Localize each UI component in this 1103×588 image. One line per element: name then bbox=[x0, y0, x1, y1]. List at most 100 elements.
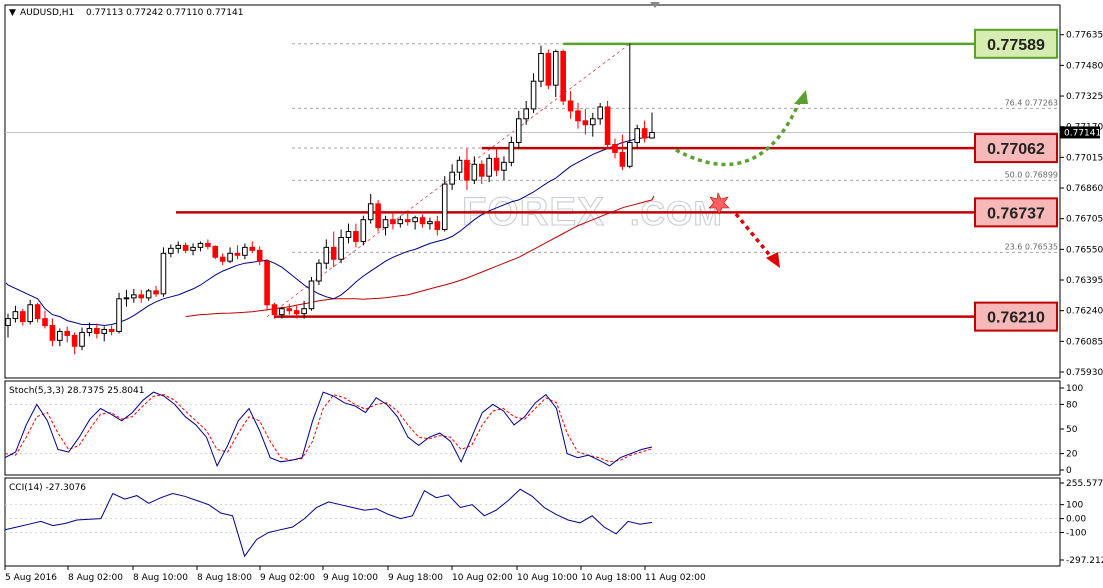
bull-candle bbox=[649, 131, 655, 139]
bear-candle bbox=[212, 245, 219, 258]
price-tick-label: 0.77480 bbox=[1066, 61, 1103, 71]
bear-candle bbox=[330, 246, 337, 260]
bull-candle bbox=[279, 308, 285, 316]
fibonacci-trendline bbox=[266, 43, 631, 317]
price-tick-label: 0.77325 bbox=[1066, 92, 1103, 102]
bull-candle bbox=[515, 118, 522, 144]
bear-candle bbox=[271, 304, 278, 316]
cci-tick-label: -297.2122 bbox=[1066, 556, 1103, 566]
x-axis: 5 Aug 2016 8 Aug 02:00 8 Aug 10:00 8 Aug 18… bbox=[4, 566, 706, 583]
time-tick-label: 8 Aug 02:00 bbox=[68, 573, 123, 583]
level-label: 0.77589 bbox=[987, 37, 1045, 54]
bull-candle bbox=[168, 247, 174, 254]
price-tick-label: 0.76705 bbox=[1066, 215, 1103, 225]
watermark-suffix: .COM bbox=[630, 195, 723, 233]
time-tick-label: 10 Aug 18:00 bbox=[581, 573, 642, 583]
bear-candle bbox=[353, 231, 359, 242]
time-tick-label: 11 Aug 02:00 bbox=[645, 573, 706, 583]
bull-candle bbox=[360, 219, 367, 242]
level-label-box bbox=[974, 197, 1058, 228]
bull-candle bbox=[190, 246, 196, 251]
level-label-box bbox=[974, 133, 1058, 164]
bear-candle bbox=[234, 252, 241, 256]
bull-candle bbox=[86, 327, 93, 333]
bear-candle bbox=[34, 304, 41, 320]
bull-candle bbox=[160, 252, 167, 295]
bear-candle bbox=[641, 128, 648, 139]
bull-candle bbox=[427, 221, 433, 225]
bull-candle bbox=[27, 304, 34, 323]
bear-candle bbox=[219, 256, 226, 262]
bear-candle bbox=[390, 219, 396, 225]
bull-candle bbox=[530, 80, 537, 110]
bull-candle bbox=[308, 280, 315, 310]
bull-candle bbox=[589, 118, 596, 126]
bull-candle bbox=[441, 183, 448, 231]
bull-candle bbox=[175, 244, 182, 249]
slow-moving-average bbox=[185, 195, 655, 318]
cci-tick-label: 255.5774 bbox=[1066, 479, 1103, 489]
bear-candle bbox=[264, 260, 270, 306]
bull-candle bbox=[12, 311, 19, 320]
bear-candle bbox=[567, 100, 574, 112]
stoch-panel-frame bbox=[4, 380, 1061, 476]
bull-candle bbox=[5, 318, 11, 327]
bear-candle bbox=[64, 330, 71, 336]
price-tick-label: 0.77635 bbox=[1066, 31, 1103, 41]
bull-candle bbox=[449, 171, 455, 185]
bull-candle bbox=[116, 298, 122, 332]
level-label-box bbox=[974, 28, 1058, 59]
stoch-tick-label: 50 bbox=[1066, 425, 1078, 435]
stoch-main-line bbox=[4, 391, 653, 468]
bull-candle bbox=[57, 330, 63, 341]
bear-candle bbox=[478, 163, 485, 177]
price-tick-label: 0.76085 bbox=[1066, 337, 1103, 347]
bull-candle bbox=[123, 297, 130, 300]
stoch-title: Stoch(5,3,3) 28.7375 25.8041 bbox=[9, 386, 144, 396]
bear-candle bbox=[256, 249, 263, 262]
time-tick-label: 9 Aug 10:00 bbox=[323, 573, 378, 583]
time-tick-label: 9 Aug 18:00 bbox=[388, 573, 443, 583]
bull-candle bbox=[486, 157, 492, 177]
fast-moving-average bbox=[5, 136, 653, 327]
bull-candle bbox=[131, 294, 137, 299]
level-label: 0.76737 bbox=[987, 205, 1045, 222]
level-label: 0.76210 bbox=[987, 310, 1045, 327]
ohlc-header: 0.77113 0.77242 0.77110 0.77141 bbox=[86, 8, 243, 18]
price-tick-label: 0.76240 bbox=[1066, 307, 1103, 317]
stoch-tick-label: 100 bbox=[1066, 384, 1083, 394]
price-tick-label: 0.77015 bbox=[1066, 153, 1103, 163]
bull-candle bbox=[471, 163, 478, 181]
price-tick-label: 0.76550 bbox=[1066, 245, 1103, 255]
chart-title: AUDUSD,H1 bbox=[20, 8, 74, 18]
bull-candle bbox=[397, 219, 404, 225]
collapse-arrow-icon[interactable]: ▼ bbox=[9, 8, 16, 18]
bear-candle bbox=[205, 242, 211, 247]
price-tick-label: 0.76860 bbox=[1066, 184, 1103, 194]
stoch-tick-label: 20 bbox=[1066, 450, 1078, 460]
bull-candle bbox=[79, 331, 85, 347]
bull-candle bbox=[456, 159, 463, 173]
cci-line bbox=[4, 488, 653, 558]
bull-candle bbox=[523, 108, 529, 120]
bull-candle bbox=[367, 203, 374, 221]
bear-candle bbox=[293, 310, 300, 315]
bear-candle bbox=[286, 308, 293, 312]
bull-candle bbox=[227, 252, 233, 262]
bear-candle bbox=[604, 106, 611, 146]
bear-candle bbox=[619, 151, 626, 167]
bull-candle bbox=[538, 53, 544, 82]
bull-candle bbox=[338, 236, 344, 260]
level-label-box bbox=[974, 301, 1058, 332]
bear-candle bbox=[434, 221, 441, 231]
stochastic-panel: 100 80 50 20 0 bbox=[4, 384, 1083, 476]
bear-candle bbox=[108, 328, 115, 332]
bull-candle bbox=[345, 231, 352, 238]
time-tick-label: 10 Aug 02:00 bbox=[452, 573, 513, 583]
bull-candle bbox=[101, 328, 108, 334]
bear-candle bbox=[71, 334, 78, 347]
bull-candle bbox=[323, 246, 330, 264]
bull-candle bbox=[501, 161, 507, 171]
bull-candle bbox=[508, 142, 515, 163]
